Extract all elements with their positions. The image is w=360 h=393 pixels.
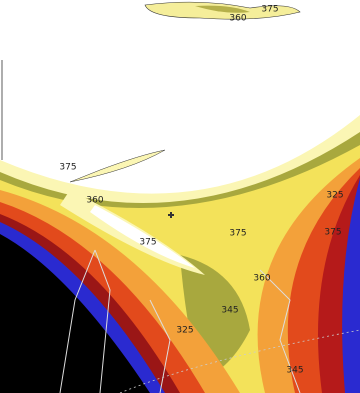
band-blue-right [342, 178, 360, 393]
island-core [195, 5, 250, 13]
contour-label: 375 [229, 229, 246, 239]
contour-label: 360 [253, 274, 270, 284]
streak [69, 149, 166, 183]
contour-label: 375 [324, 228, 341, 238]
contour-label: 325 [176, 326, 193, 336]
marker [168, 212, 174, 218]
border-line [59, 249, 301, 393]
contour-label: 360 [86, 196, 103, 206]
contour-label: 375 [59, 163, 76, 173]
latitude-line [119, 329, 360, 393]
contour-label: 360 [229, 14, 246, 24]
band-black [0, 234, 150, 393]
contour-label: 345 [221, 306, 238, 316]
contour-label: 375 [139, 238, 156, 248]
contour-label: 375 [261, 5, 278, 15]
tongue-white [90, 205, 195, 268]
contour-label: 325 [326, 191, 343, 201]
contour-label: 345 [286, 366, 303, 376]
